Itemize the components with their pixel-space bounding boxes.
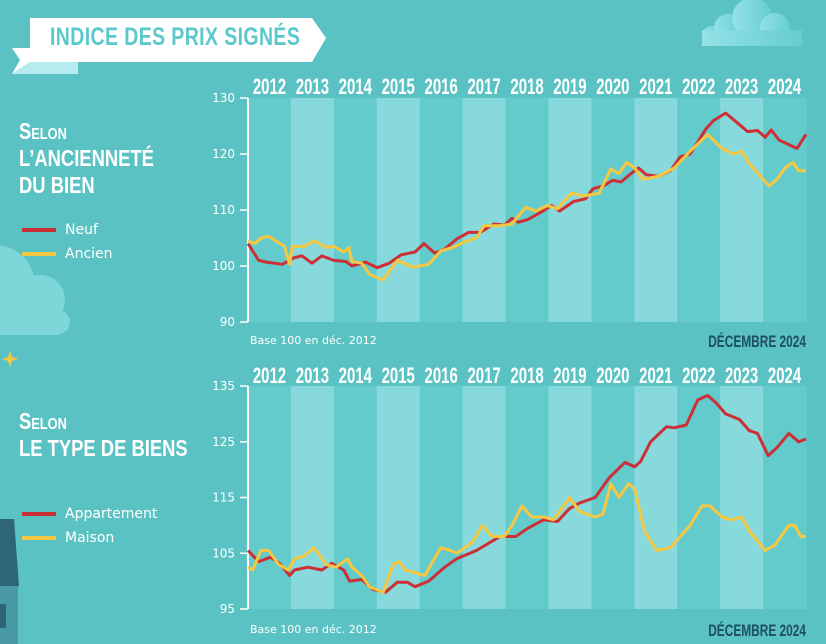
year-label: 2024: [768, 74, 802, 99]
year-label: 2019: [553, 363, 586, 388]
year-label: 2023: [725, 363, 758, 388]
year-band: [290, 98, 335, 322]
legend-item-appartement: Appartement: [22, 502, 157, 526]
year-band: [462, 386, 507, 609]
year-label: 2018: [510, 363, 543, 388]
y-tick-label: 135: [212, 379, 235, 393]
year-label: 2021: [639, 363, 672, 388]
date-label: DÉCEMBRE 2024: [708, 332, 806, 352]
series-line-maison: [247, 482, 806, 594]
year-label: 2015: [382, 363, 415, 388]
year-label: 2022: [682, 363, 715, 388]
sparkle-icon: [2, 351, 18, 367]
year-band: [720, 386, 764, 609]
year-band: [333, 98, 378, 322]
y-tick-label: 90: [220, 315, 235, 329]
year-label: 2012: [253, 74, 286, 99]
year-label: 2022: [682, 74, 715, 99]
year-band: [548, 98, 592, 322]
date-label: DÉCEMBRE 2024: [708, 621, 806, 641]
cloud-icon: [0, 245, 70, 335]
y-tick-label: 115: [212, 491, 235, 505]
year-label: 2020: [596, 74, 629, 99]
year-band: [333, 386, 378, 609]
base-note: Base 100 en déc. 2012: [250, 623, 377, 636]
year-label: 2021: [639, 74, 672, 99]
year-band: [462, 98, 507, 322]
cloud-icon: [702, 0, 802, 46]
year-label: 2016: [425, 74, 458, 99]
legend-swatch-red: [22, 228, 56, 232]
section-title-line: du bien: [19, 172, 95, 198]
y-tick-label: 95: [220, 602, 235, 616]
legend-age: Neuf Ancien: [22, 218, 113, 266]
legend-label: Maison: [65, 530, 115, 546]
year-label: 2018: [510, 74, 543, 99]
y-tick-label: 100: [212, 259, 235, 273]
y-tick-label: 120: [212, 147, 235, 161]
year-label: 2017: [467, 363, 500, 388]
year-band: [591, 386, 635, 609]
year-label: 2020: [596, 363, 629, 388]
legend-label: Appartement: [65, 506, 158, 522]
section-title-line: Selon: [19, 408, 67, 434]
legend-swatch-yellow: [22, 252, 56, 256]
legend-swatch-yellow: [22, 536, 56, 540]
section-title-type: Selon le type de biens: [19, 408, 230, 462]
year-band: [505, 386, 549, 609]
year-band: [763, 98, 807, 322]
year-label: 2012: [253, 363, 286, 388]
year-band: [248, 98, 292, 322]
series-line-neuf: [246, 111, 808, 270]
section-title-line: l’ancienneté: [19, 145, 154, 171]
section-title-age: Selon l’ancienneté du bien: [19, 118, 188, 199]
year-band: [591, 98, 635, 322]
year-label: 2016: [425, 363, 458, 388]
year-label: 2013: [296, 363, 329, 388]
year-band: [376, 98, 421, 322]
legend-item-maison: Maison: [22, 526, 157, 550]
year-label: 2024: [768, 363, 802, 388]
legend-type: Appartement Maison: [22, 502, 157, 550]
year-band: [677, 386, 721, 609]
y-tick-label: 110: [212, 203, 235, 217]
year-band: [634, 386, 678, 609]
title-banner: [12, 18, 326, 74]
year-label: 2023: [725, 74, 758, 99]
year-band: [376, 386, 421, 609]
year-label: 2014: [339, 363, 373, 388]
year-band: [763, 386, 807, 609]
legend-item-neuf: Neuf: [22, 218, 113, 242]
house-icon: [0, 519, 19, 644]
base-note: Base 100 en déc. 2012: [250, 334, 377, 347]
section-title-line: le type de biens: [19, 435, 188, 461]
legend-item-ancien: Ancien: [22, 242, 113, 266]
series-line-ancien: [247, 132, 806, 282]
year-label: 2019: [553, 74, 586, 99]
year-band: [677, 98, 721, 322]
year-band: [720, 98, 764, 322]
section-title-line: Selon: [19, 118, 67, 144]
y-tick-label: 125: [212, 435, 235, 449]
year-band: [419, 98, 464, 322]
y-tick-label: 105: [212, 546, 235, 560]
year-label: 2014: [339, 74, 373, 99]
year-label: 2013: [296, 74, 329, 99]
y-tick-label: 130: [212, 91, 235, 105]
title-banner-area: INDICE DES PRIX SIGNÉS: [12, 18, 327, 73]
year-label: 2015: [382, 74, 415, 99]
year-band: [290, 386, 335, 609]
legend-swatch-red: [22, 512, 56, 516]
year-band: [248, 386, 292, 609]
series-line-appartement: [246, 394, 807, 594]
year-label: 2017: [467, 74, 500, 99]
legend-label: Ancien: [65, 246, 113, 262]
year-band: [634, 98, 678, 322]
legend-label: Neuf: [65, 222, 98, 238]
page-title: INDICE DES PRIX SIGNÉS: [50, 23, 301, 51]
